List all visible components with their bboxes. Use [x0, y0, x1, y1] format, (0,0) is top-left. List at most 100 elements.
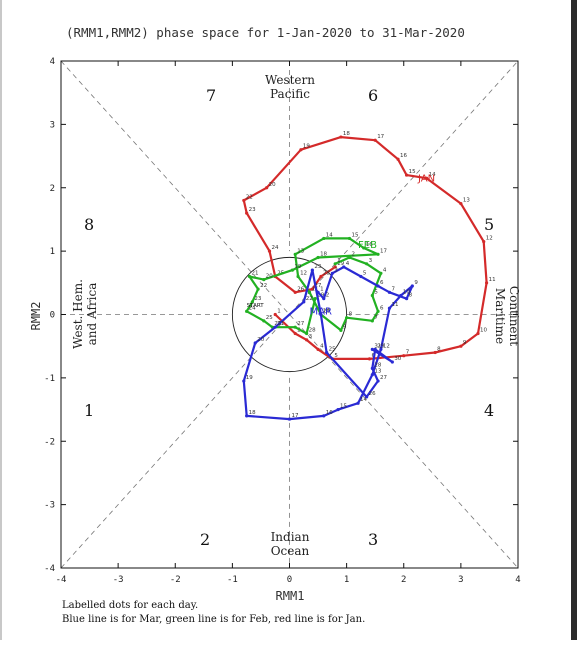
- day-point: [370, 293, 374, 298]
- y-tick-label: 4: [50, 57, 55, 67]
- day-point: [399, 293, 403, 298]
- day-label: 4: [383, 267, 387, 273]
- day-label: 9: [343, 324, 347, 330]
- x-tick-label: 3: [458, 575, 463, 585]
- region-label-maritime-1: Maritime: [493, 288, 507, 344]
- day-point: [376, 252, 380, 256]
- day-label: 3: [369, 258, 373, 264]
- x-tick-label: -1: [227, 575, 238, 585]
- day-label: 8: [409, 293, 413, 299]
- day-label: 23: [249, 207, 256, 213]
- x-tick-label: 2: [401, 575, 406, 585]
- x-axis-label: RMM1: [276, 589, 305, 603]
- day-label: 22: [246, 194, 253, 200]
- day-label: 13: [297, 248, 304, 254]
- day-label: 8: [437, 347, 441, 353]
- x-tick-label: 1: [344, 575, 349, 585]
- day-point: [322, 236, 326, 241]
- day-point: [370, 347, 374, 351]
- series-month-label: FEB: [358, 240, 377, 251]
- day-point: [425, 176, 429, 180]
- day-point: [339, 328, 343, 332]
- day-label: 18: [343, 131, 350, 137]
- day-label: 9: [414, 280, 418, 286]
- day-point: [242, 198, 246, 203]
- x-tick-label: 4: [515, 575, 520, 585]
- day-label: 20: [269, 182, 276, 188]
- day-point: [376, 309, 380, 313]
- day-point: [333, 262, 337, 266]
- day-point: [293, 331, 297, 336]
- day-label: 23: [314, 264, 321, 270]
- diagonal-guide: [60, 60, 519, 569]
- phase-number-6: 6: [368, 86, 378, 105]
- x-tick-label: -2: [170, 575, 181, 585]
- day-point: [373, 347, 377, 351]
- day-label: 14: [360, 397, 367, 403]
- region-label-western-pacific-2: Pacific: [270, 87, 310, 101]
- day-label: 7: [374, 315, 378, 321]
- day-label: 20: [266, 274, 273, 280]
- day-point: [305, 338, 309, 342]
- day-label: 16: [400, 153, 407, 159]
- day-point: [245, 414, 249, 418]
- day-point: [273, 325, 277, 329]
- day-label: 1: [277, 309, 281, 315]
- day-label: 17: [377, 134, 384, 140]
- series-line-jan: [242, 136, 488, 360]
- unit-circle: [231, 256, 348, 373]
- x-tick-label: -3: [113, 575, 124, 585]
- y-tick-label: -2: [44, 437, 55, 447]
- day-point: [370, 319, 374, 323]
- day-point: [356, 401, 360, 405]
- day-label: 21: [277, 321, 284, 327]
- day-point: [402, 354, 406, 358]
- day-point: [310, 287, 314, 291]
- day-point: [310, 268, 314, 272]
- day-label: 15: [340, 404, 347, 410]
- day-label: 6: [380, 280, 384, 286]
- day-point: [305, 331, 309, 336]
- day-point: [293, 252, 297, 256]
- phase-number-1: 1: [84, 401, 94, 420]
- day-point: [362, 246, 366, 250]
- day-point: [433, 350, 437, 355]
- day-label: 31: [374, 343, 381, 349]
- day-label: 21: [252, 270, 259, 276]
- day-point: [293, 290, 297, 294]
- day-label: 27: [314, 283, 321, 289]
- chart-title: (RMM1,RMM2) phase space for 1-Jan-2020 t…: [66, 25, 465, 40]
- day-point: [319, 274, 323, 279]
- day-label: 12: [383, 343, 390, 349]
- day-label: 12: [300, 270, 307, 276]
- phase-number-8: 8: [84, 215, 94, 234]
- day-point: [267, 249, 272, 253]
- y-tick-label: -4: [44, 564, 55, 574]
- day-label: 19: [246, 375, 253, 381]
- day-point: [459, 201, 463, 206]
- day-label: 1: [337, 258, 341, 264]
- day-point: [367, 357, 372, 361]
- day-point: [347, 255, 352, 260]
- day-label: 15: [409, 169, 416, 175]
- day-point: [376, 379, 380, 383]
- region-label-indian-ocean-1: Indian: [271, 530, 310, 544]
- day-point: [273, 312, 277, 317]
- day-point: [333, 265, 337, 269]
- day-label: 13: [374, 369, 381, 375]
- day-point: [379, 347, 383, 351]
- day-point: [245, 211, 249, 215]
- day-point: [379, 271, 383, 275]
- day-point: [262, 278, 266, 282]
- day-label: 20: [257, 337, 264, 343]
- day-point: [256, 287, 260, 291]
- day-point: [410, 284, 414, 288]
- day-point: [296, 274, 300, 279]
- day-label: 27: [297, 321, 304, 327]
- day-point: [365, 395, 369, 399]
- frame-left-edge: [0, 0, 2, 640]
- day-label: 19: [294, 264, 301, 270]
- day-point: [322, 414, 326, 418]
- day-label: 17: [380, 248, 387, 254]
